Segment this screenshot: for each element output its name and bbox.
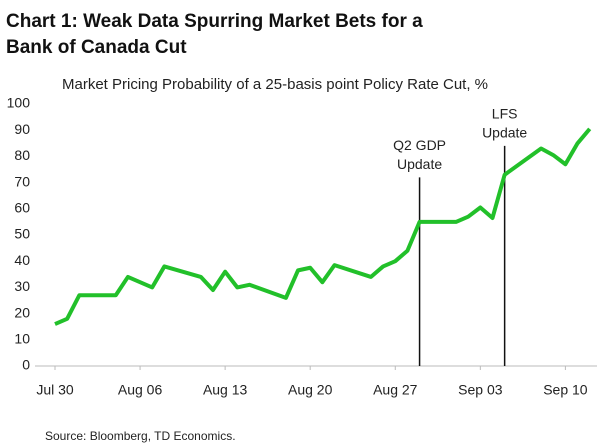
x-tick-label: Aug 06 [118, 382, 163, 398]
x-tick-label: Aug 20 [288, 382, 333, 398]
annotation-label: Update [397, 156, 442, 172]
y-tick-label: 40 [14, 252, 30, 268]
y-tick-label: 50 [14, 226, 30, 242]
x-tick-label: Jul 30 [36, 382, 74, 398]
annotation-label: Q2 GDP [393, 137, 446, 153]
y-tick-label: 60 [14, 200, 30, 216]
chart-title: Bank of Canada Cut [6, 37, 187, 58]
y-tick-label: 30 [14, 278, 30, 294]
y-tick-label: 20 [14, 304, 30, 320]
y-tick-label: 80 [14, 147, 30, 163]
y-tick-label: 0 [22, 357, 30, 373]
x-tick-label: Sep 10 [543, 382, 588, 398]
y-tick-label: 70 [14, 173, 30, 189]
x-tick-label: Aug 27 [373, 382, 418, 398]
x-tick-label: Sep 03 [458, 382, 503, 398]
annotation-label: Update [482, 125, 527, 141]
y-tick-label: 10 [14, 331, 30, 347]
x-tick-label: Aug 13 [203, 382, 248, 398]
chart-title: Chart 1: Weak Data Spurring Market Bets … [6, 11, 423, 32]
chart-subtitle: Market Pricing Probability of a 25-basis… [62, 76, 488, 93]
annotation-label: LFS [492, 106, 518, 122]
source-note: Source: Bloomberg, TD Economics. [45, 429, 236, 443]
data-line [54, 127, 592, 326]
y-tick-label: 100 [7, 95, 31, 111]
y-tick-label: 90 [14, 121, 30, 137]
